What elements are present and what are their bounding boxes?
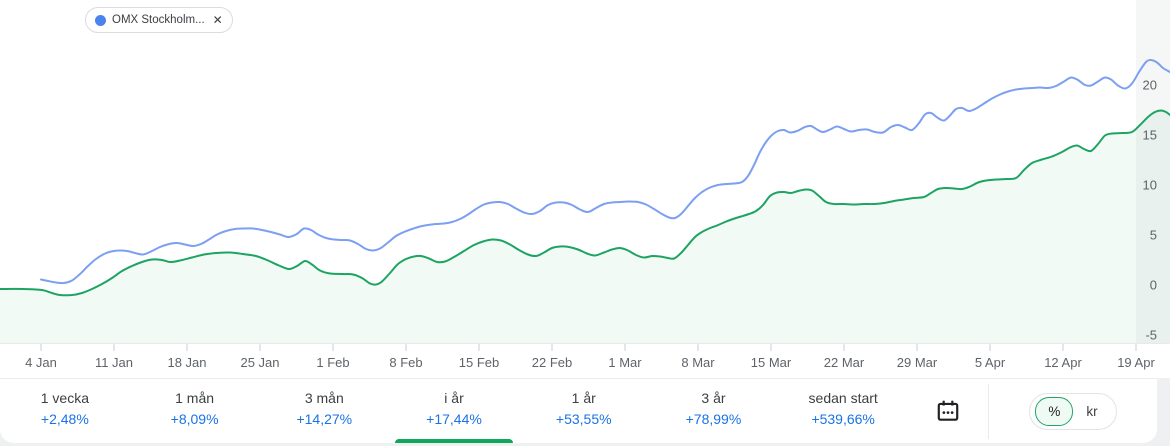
x-axis-label: 25 Jan <box>240 355 279 370</box>
calendar-button[interactable] <box>908 379 988 443</box>
period-tab-value: +53,55% <box>555 411 612 427</box>
period-tab-value: +78,99% <box>685 411 742 427</box>
period-tab-label: 3 mån <box>304 390 344 406</box>
y-axis-label: 10 <box>1143 178 1157 193</box>
y-axis-label: 0 <box>1150 278 1157 293</box>
period-tab-value: +17,44% <box>426 411 482 427</box>
x-axis-label: 11 Jan <box>95 355 133 370</box>
period-tab-1-mån[interactable]: 1 mån +8,09% <box>130 379 260 443</box>
period-tab-3-år[interactable]: 3 år +78,99% <box>649 379 779 443</box>
y-axis-gutter <box>1136 0 1170 343</box>
x-axis-label: 15 Mar <box>751 355 792 370</box>
comparison-chip[interactable]: OMX Stockholm... ✕ <box>85 7 233 33</box>
period-tab-label: sedan start <box>808 390 878 406</box>
x-axis-label: 12 Apr <box>1044 355 1082 370</box>
period-tab-i-år[interactable]: i år +17,44% <box>389 379 519 443</box>
calendar-icon <box>937 400 959 421</box>
y-axis-label: 20 <box>1143 78 1157 93</box>
x-axis-label: 5 Apr <box>975 355 1006 370</box>
period-tab-label: 3 år <box>701 390 726 406</box>
period-bar: 1 vecka +2,48% 1 mån +8,09% 3 mån +14,27% i år… <box>0 378 1157 443</box>
chip-close-icon[interactable]: ✕ <box>212 13 223 27</box>
x-axis-label: 29 Mar <box>897 355 938 370</box>
x-axis-label: 1 Mar <box>608 355 642 370</box>
period-bar-wrap: 1 vecka +2,48% 1 mån +8,09% 3 mån +14,27% i år… <box>0 378 1170 446</box>
comparison-chip-label: OMX Stockholm... <box>112 14 205 26</box>
y-axis-label: 5 <box>1150 228 1157 243</box>
unit-toggle-area: % kr <box>989 379 1157 443</box>
y-axis-label: -5 <box>1145 328 1157 343</box>
period-tab-value: +2,48% <box>40 411 89 427</box>
x-axis-label: 1 Feb <box>316 355 349 370</box>
x-axis-label: 15 Feb <box>459 355 499 370</box>
period-tab-value: +539,66% <box>811 411 875 427</box>
x-axis-label: 22 Feb <box>532 355 572 370</box>
period-tab-3-mån[interactable]: 3 mån +14,27% <box>259 379 389 443</box>
series-dot-icon <box>95 14 106 26</box>
period-tab-1-år[interactable]: 1 år +53,55% <box>519 379 649 443</box>
toggle-option-kr[interactable]: kr <box>1086 403 1098 419</box>
period-tab-label: 1 mån <box>175 390 215 406</box>
period-tab-1-vecka[interactable]: 1 vecka +2,48% <box>0 379 130 443</box>
OMX Stockholm index-line[interactable] <box>40 58 1170 285</box>
y-axis-label: 15 <box>1143 128 1157 143</box>
fund-area-fill <box>0 110 1170 343</box>
chart-canvas[interactable]: 4 Jan 11 Jan 18 Jan 25 Jan 1 Feb 8 Feb 15 Feb 2… <box>0 0 1170 378</box>
period-tab-label: 1 vecka <box>40 390 89 406</box>
x-axis-label: 19 Apr <box>1117 355 1155 370</box>
unit-toggle[interactable]: % kr <box>1029 392 1117 430</box>
x-axis-label: 8 Feb <box>389 355 422 370</box>
bar-divider <box>988 384 989 439</box>
period-tab-sedan-start[interactable]: sedan start +539,66% <box>778 379 908 443</box>
x-axis-label: 22 Mar <box>824 355 865 370</box>
x-axis-label: 8 Mar <box>681 355 715 370</box>
period-tabs: 1 vecka +2,48% 1 mån +8,09% 3 mån +14,27% i år… <box>0 379 908 443</box>
fund-line[interactable] <box>0 109 1170 297</box>
period-tab-label: i år <box>444 390 464 406</box>
period-tab-value: +8,09% <box>170 411 219 427</box>
x-axis-label: 18 Jan <box>167 355 206 370</box>
toggle-option-percent[interactable]: % <box>1035 396 1074 426</box>
x-axis-label: 4 Jan <box>25 355 57 370</box>
performance-chart[interactable]: 4 Jan 11 Jan 18 Jan 25 Jan 1 Feb 8 Feb 15 Feb 2… <box>0 0 1170 378</box>
period-tab-label: 1 år <box>571 390 596 406</box>
period-tab-value: +14,27% <box>296 411 353 427</box>
